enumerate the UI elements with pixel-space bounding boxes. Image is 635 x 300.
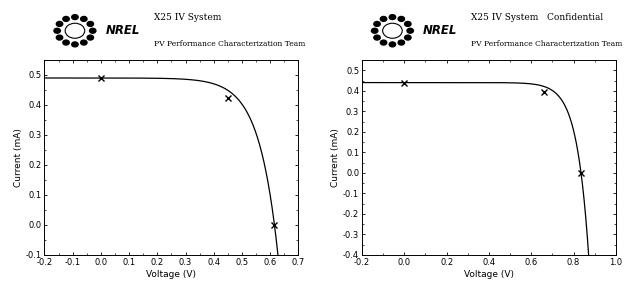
Circle shape xyxy=(63,16,69,21)
Circle shape xyxy=(72,15,78,20)
Circle shape xyxy=(57,22,63,26)
Text: PV Performance Characterization Team: PV Performance Characterization Team xyxy=(154,40,305,48)
X-axis label: Voltage (V): Voltage (V) xyxy=(147,270,196,279)
Circle shape xyxy=(380,16,387,21)
Circle shape xyxy=(72,42,78,47)
Circle shape xyxy=(404,35,411,40)
Text: NREL: NREL xyxy=(423,24,457,37)
Text: X25 IV System: X25 IV System xyxy=(154,13,221,22)
Circle shape xyxy=(65,23,84,38)
Circle shape xyxy=(90,28,96,33)
Y-axis label: Current (mA): Current (mA) xyxy=(331,128,340,187)
Circle shape xyxy=(407,28,413,33)
Circle shape xyxy=(87,35,93,40)
Circle shape xyxy=(374,22,380,26)
Circle shape xyxy=(81,40,87,45)
Text: PV Performance Characterization Team: PV Performance Characterization Team xyxy=(471,40,622,48)
Circle shape xyxy=(63,40,69,45)
Circle shape xyxy=(389,42,396,47)
Circle shape xyxy=(87,22,93,26)
Circle shape xyxy=(374,35,380,40)
Circle shape xyxy=(371,28,378,33)
Circle shape xyxy=(404,22,411,26)
Circle shape xyxy=(383,23,402,38)
X-axis label: Voltage (V): Voltage (V) xyxy=(464,270,514,279)
Circle shape xyxy=(389,15,396,20)
Circle shape xyxy=(57,35,63,40)
Circle shape xyxy=(54,28,60,33)
Circle shape xyxy=(398,16,404,21)
Circle shape xyxy=(380,40,387,45)
Circle shape xyxy=(81,16,87,21)
Circle shape xyxy=(398,40,404,45)
Y-axis label: Current (mA): Current (mA) xyxy=(14,128,23,187)
Text: NREL: NREL xyxy=(105,24,140,37)
Text: X25 IV System   Confidential: X25 IV System Confidential xyxy=(471,13,603,22)
